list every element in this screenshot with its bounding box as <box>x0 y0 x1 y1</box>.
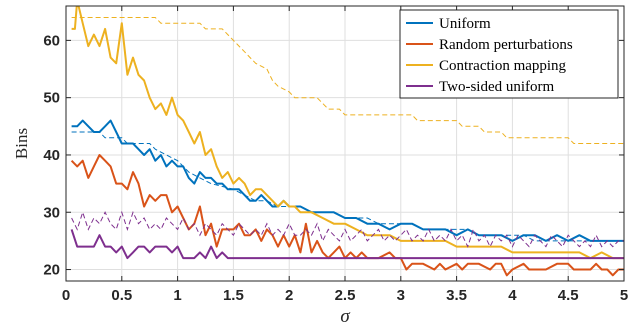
legend-label: Uniform <box>439 16 491 32</box>
x-tick-label: 1 <box>173 287 181 304</box>
x-tick-label: 0 <box>62 287 70 304</box>
x-tick-label: 0.5 <box>111 287 132 304</box>
legend-label: Contraction mapping <box>439 58 567 74</box>
x-tick-label: 2.5 <box>335 287 356 304</box>
y-tick-label: 50 <box>43 90 60 107</box>
x-tick-labels: 0 0.5 1 1.5 2 2.5 3 3.5 4 4.5 5 <box>62 287 628 304</box>
y-tick-label: 30 <box>43 204 60 221</box>
y-tick-label: 60 <box>43 32 60 49</box>
x-tick-label: 3 <box>397 287 405 304</box>
series-random-perturbations-line <box>70 154 624 277</box>
series-contraction-mapping-dashed-line <box>71 17 624 144</box>
y-tick-label: 40 <box>43 147 60 164</box>
y-axis-label: Bins <box>12 128 31 159</box>
legend-label: Two-sided uniform <box>439 79 555 95</box>
series-two-sided-uniform-line <box>70 229 624 260</box>
x-tick-label: 4.5 <box>558 287 579 304</box>
x-tick-label: 4 <box>508 287 517 304</box>
x-tick-label: 5 <box>620 287 628 304</box>
legend: Uniform Random perturbations Contraction m… <box>399 9 619 99</box>
legend-label: Random perturbations <box>439 37 573 53</box>
y-tick-label: 20 <box>43 262 60 279</box>
x-tick-label: 1.5 <box>223 287 244 304</box>
series-layer <box>70 6 624 277</box>
x-tick-label: 2 <box>285 287 293 304</box>
series-two-sided-uniform-dashed-line <box>71 210 624 248</box>
series-group <box>70 6 624 277</box>
tick-marks <box>65 6 625 281</box>
legend-box <box>399 9 619 99</box>
x-axis-label: σ <box>340 306 350 326</box>
y-tick-labels: 20 30 40 50 60 <box>43 32 60 278</box>
series-contraction-mapping-line <box>71 6 624 260</box>
x-tick-label: 3.5 <box>446 287 467 304</box>
